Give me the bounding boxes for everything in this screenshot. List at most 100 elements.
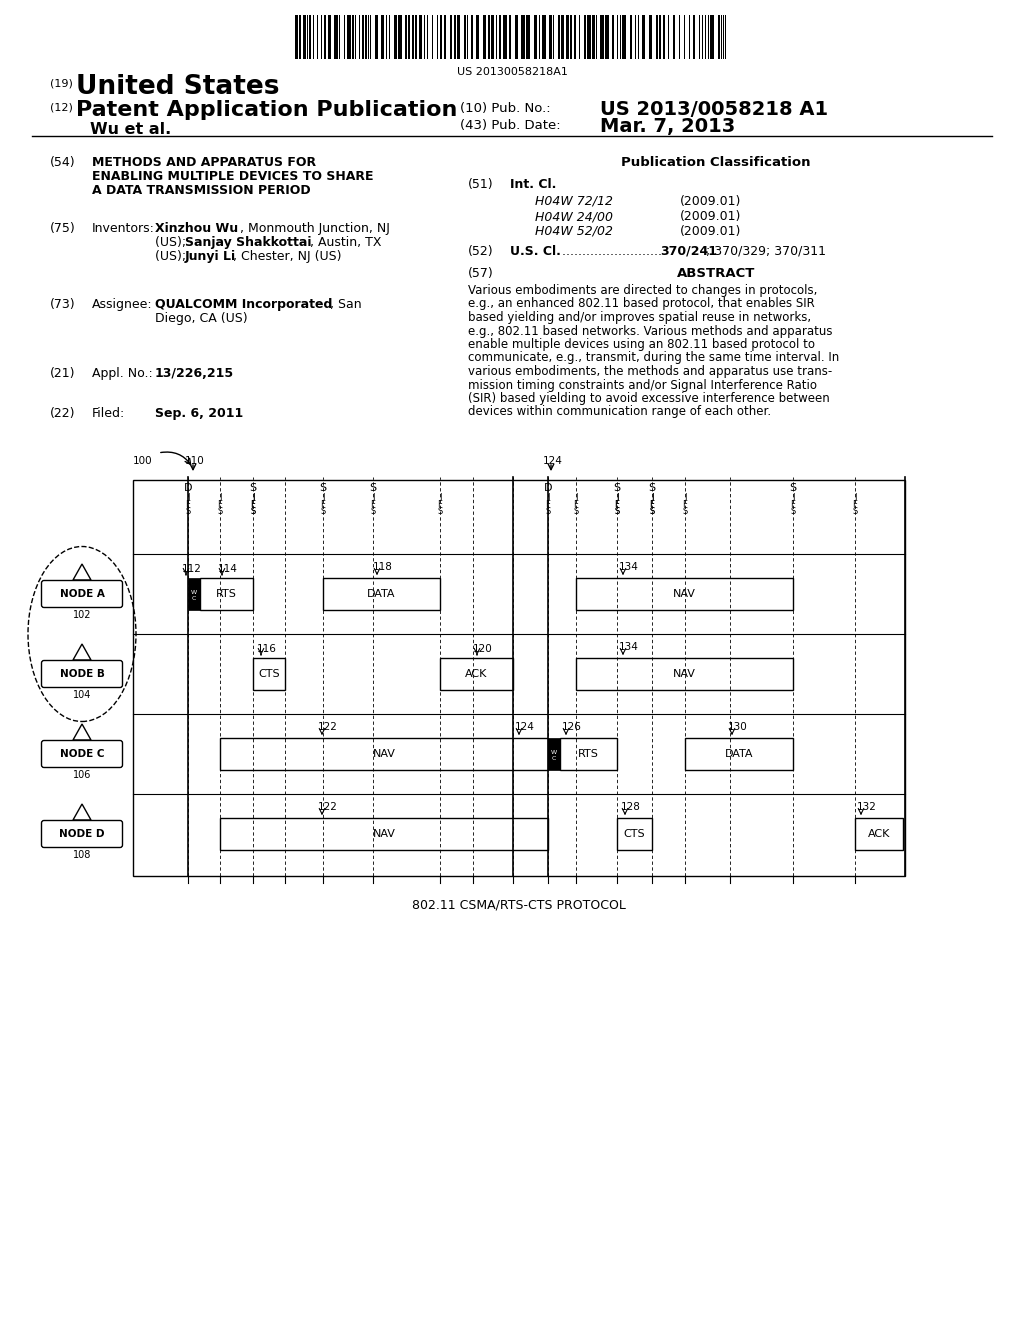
Text: (57): (57) bbox=[468, 267, 494, 280]
Text: I: I bbox=[252, 492, 254, 502]
Text: (10) Pub. No.:: (10) Pub. No.: bbox=[460, 102, 551, 115]
Text: F: F bbox=[791, 500, 796, 510]
Bar bbox=[381, 15, 384, 59]
Text: D: D bbox=[544, 483, 552, 492]
Text: 130: 130 bbox=[728, 722, 748, 733]
Text: RTS: RTS bbox=[579, 748, 599, 759]
Text: S: S bbox=[250, 483, 257, 492]
Text: H04W 72/12: H04W 72/12 bbox=[535, 195, 613, 209]
Text: 120: 120 bbox=[473, 644, 493, 653]
Text: (12): (12) bbox=[50, 102, 73, 112]
Text: S: S bbox=[370, 483, 377, 492]
Text: , San: , San bbox=[330, 298, 361, 312]
Bar bbox=[133, 480, 905, 876]
Text: Assignee:: Assignee: bbox=[92, 298, 153, 312]
Text: S: S bbox=[852, 507, 858, 516]
Text: F: F bbox=[614, 500, 620, 510]
Text: ABSTRACT: ABSTRACT bbox=[677, 267, 755, 280]
Bar bbox=[471, 15, 473, 59]
Bar bbox=[499, 15, 501, 59]
Bar bbox=[440, 657, 513, 690]
Bar bbox=[365, 15, 367, 59]
Text: S: S bbox=[614, 507, 620, 516]
Text: 100: 100 bbox=[133, 455, 153, 466]
Text: devices within communication range of each other.: devices within communication range of ea… bbox=[468, 405, 771, 418]
Text: S: S bbox=[251, 507, 256, 516]
Bar bbox=[617, 818, 652, 850]
Text: S: S bbox=[682, 507, 688, 516]
Text: communicate, e.g., transmit, during the same time interval. In: communicate, e.g., transmit, during the … bbox=[468, 351, 840, 364]
Bar bbox=[542, 15, 546, 59]
Text: enable multiple devices using an 802.11 based protocol to: enable multiple devices using an 802.11 … bbox=[468, 338, 815, 351]
Bar bbox=[309, 15, 311, 59]
Text: (52): (52) bbox=[468, 246, 494, 257]
Bar bbox=[220, 818, 548, 850]
Bar bbox=[490, 15, 494, 59]
Text: F: F bbox=[437, 500, 442, 510]
Bar bbox=[444, 15, 446, 59]
Bar bbox=[663, 15, 665, 59]
Text: Publication Classification: Publication Classification bbox=[622, 156, 811, 169]
Text: I: I bbox=[186, 492, 189, 502]
Text: S: S bbox=[251, 507, 256, 516]
Text: I: I bbox=[219, 492, 221, 502]
Text: F: F bbox=[573, 500, 579, 510]
Text: S: S bbox=[648, 483, 655, 492]
Text: (54): (54) bbox=[50, 156, 76, 169]
Text: CTS: CTS bbox=[624, 829, 645, 840]
Bar bbox=[454, 15, 456, 59]
Text: , Chester, NJ (US): , Chester, NJ (US) bbox=[233, 249, 341, 263]
FancyBboxPatch shape bbox=[42, 821, 123, 847]
Text: F: F bbox=[251, 500, 255, 510]
Bar bbox=[855, 818, 903, 850]
Text: e.g., an enhanced 802.11 based protocol, that enables SIR: e.g., an enhanced 802.11 based protocol,… bbox=[468, 297, 815, 310]
Bar bbox=[375, 15, 378, 59]
Bar bbox=[408, 15, 410, 59]
Text: various embodiments, the methods and apparatus use trans-: various embodiments, the methods and app… bbox=[468, 366, 833, 378]
Text: S: S bbox=[185, 507, 190, 516]
Bar bbox=[560, 738, 617, 770]
Text: F: F bbox=[649, 500, 654, 510]
Text: based yielding and/or improves spatial reuse in networks,: based yielding and/or improves spatial r… bbox=[468, 312, 811, 323]
Text: Mar. 7, 2013: Mar. 7, 2013 bbox=[600, 117, 735, 136]
Text: (19): (19) bbox=[50, 78, 73, 88]
Text: 124: 124 bbox=[543, 455, 563, 466]
Bar bbox=[398, 15, 402, 59]
Bar bbox=[483, 15, 486, 59]
Bar bbox=[592, 15, 595, 59]
Text: 13/226,215: 13/226,215 bbox=[155, 367, 234, 380]
Text: A DATA TRANSMISSION PERIOD: A DATA TRANSMISSION PERIOD bbox=[92, 183, 310, 197]
Text: 118: 118 bbox=[373, 562, 393, 572]
Bar bbox=[584, 15, 586, 59]
Bar bbox=[659, 15, 662, 59]
Text: S: S bbox=[321, 507, 326, 516]
Bar bbox=[253, 657, 285, 690]
Text: DATA: DATA bbox=[368, 589, 395, 599]
Bar bbox=[415, 15, 417, 59]
Bar bbox=[464, 15, 466, 59]
Text: I: I bbox=[438, 492, 441, 502]
Text: 126: 126 bbox=[562, 722, 582, 733]
Text: S: S bbox=[614, 507, 620, 516]
Bar bbox=[574, 15, 575, 59]
Text: Sep. 6, 2011: Sep. 6, 2011 bbox=[155, 407, 244, 420]
Bar bbox=[200, 578, 253, 610]
Text: , Monmouth Junction, NJ: , Monmouth Junction, NJ bbox=[240, 222, 390, 235]
Bar bbox=[548, 738, 560, 770]
Text: I: I bbox=[322, 492, 325, 502]
Bar bbox=[534, 15, 537, 59]
Text: 132: 132 bbox=[857, 803, 877, 812]
Bar bbox=[347, 15, 351, 59]
Text: (43) Pub. Date:: (43) Pub. Date: bbox=[460, 119, 560, 132]
Bar bbox=[570, 15, 572, 59]
Bar bbox=[362, 15, 364, 59]
Text: US 20130058218A1: US 20130058218A1 bbox=[457, 67, 567, 77]
Bar bbox=[419, 15, 422, 59]
Text: S: S bbox=[319, 483, 327, 492]
Text: D: D bbox=[183, 483, 193, 492]
Bar bbox=[295, 15, 298, 59]
Bar bbox=[503, 15, 507, 59]
FancyBboxPatch shape bbox=[42, 581, 123, 607]
Bar bbox=[299, 15, 301, 59]
Text: (2009.01): (2009.01) bbox=[680, 195, 741, 209]
